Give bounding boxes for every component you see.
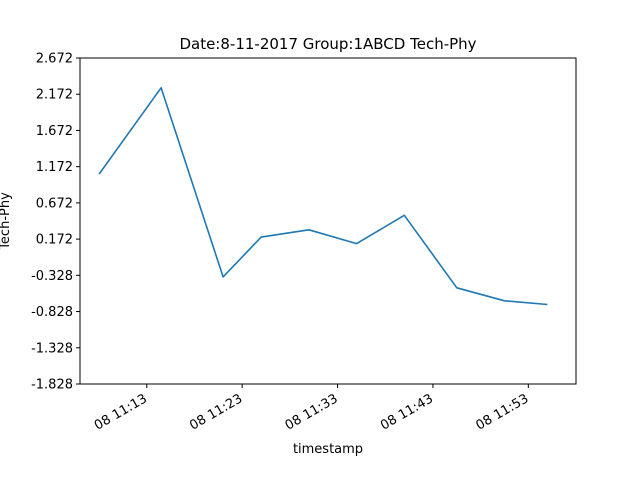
y-tick-label: -1.828 [31,378,73,393]
y-tick-label: 0.172 [36,233,73,248]
plot-frame [79,57,577,385]
series-line [98,87,548,306]
chart-title: Date:8-11-2017 Group:1ABCD Tech-Phy [179,35,476,53]
y-tick-label: 1.672 [36,124,73,139]
y-tick-label: -1.328 [31,341,73,356]
x-axis-label: timestamp [293,442,363,457]
y-tick-label: 1.172 [36,160,73,175]
y-axis-label: Tech-Phy [0,192,13,251]
y-tick-label: 2.672 [36,52,73,67]
y-axis-ticks: 2.672 2.172 1.672 1.172 0.672 0.172 -0.328 -0.8… [31,52,80,393]
y-tick-label: 0.672 [36,196,73,211]
y-tick-label: -0.328 [31,269,73,284]
y-tick-label: -0.828 [31,305,73,320]
y-tick-label: 2.172 [36,88,73,103]
